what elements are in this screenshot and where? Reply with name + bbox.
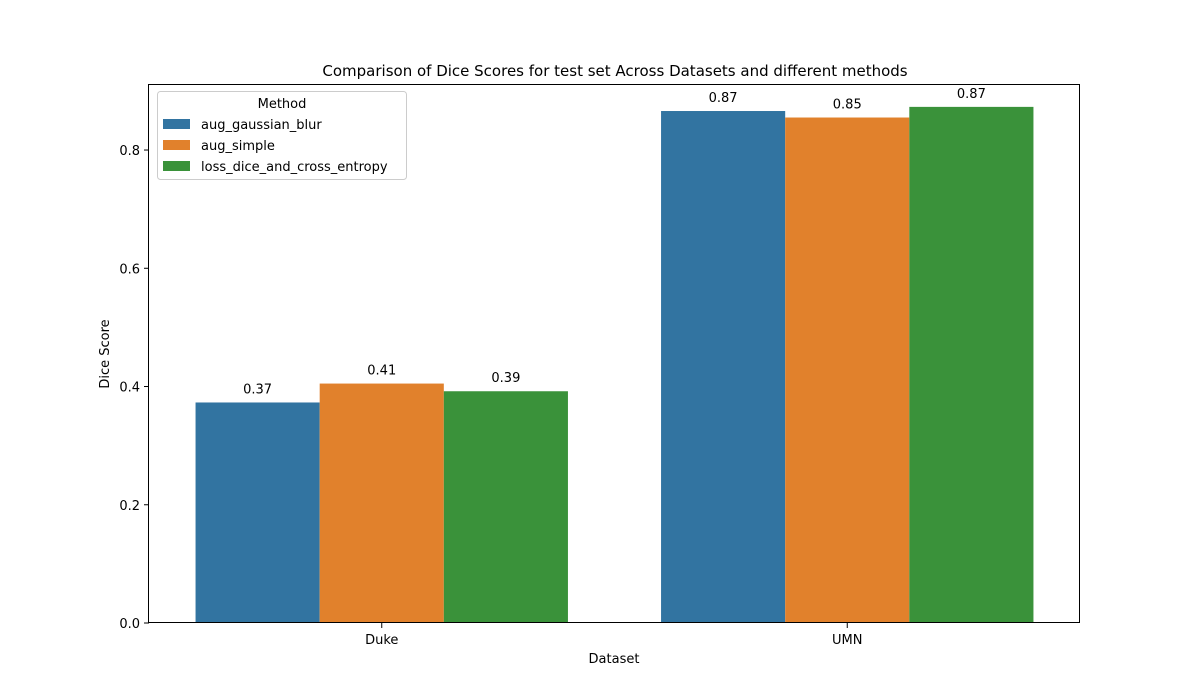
bar-value-label: 0.87 xyxy=(957,87,986,102)
legend-swatch-aug_simple xyxy=(163,140,190,150)
legend-box xyxy=(157,91,407,180)
bar-loss_dice_and_cross_entropy-duke xyxy=(443,391,568,623)
y-tick-label: 0.8 xyxy=(119,144,140,159)
y-tick-label: 0.2 xyxy=(119,499,140,514)
bar-aug_gaussian_blur-duke xyxy=(195,402,320,623)
legend-label-loss_dice_and_cross_entropy: loss_dice_and_cross_entropy xyxy=(201,160,388,175)
x-tick-label: Duke xyxy=(365,633,398,648)
y-axis-label: Dice Score xyxy=(98,319,113,388)
bar-loss_dice_and_cross_entropy-umn xyxy=(909,106,1034,623)
x-tick-label: UMN xyxy=(832,633,862,648)
x-axis-label: Dataset xyxy=(589,652,640,667)
y-tick-label: 0.6 xyxy=(119,262,140,277)
bar-value-label: 0.87 xyxy=(709,91,738,106)
legend-title: Method xyxy=(258,97,307,112)
y-axis: 0.0 0.2 0.4 0.6 0.8 xyxy=(119,144,149,632)
legend-label-aug_gaussian_blur: aug_gaussian_blur xyxy=(201,118,322,133)
legend-swatch-loss_dice_and_cross_entropy xyxy=(163,161,190,171)
plot-frame xyxy=(148,84,1080,623)
bar-aug_simple-duke xyxy=(319,383,444,623)
bars-group xyxy=(195,106,1034,624)
x-axis: Duke UMN xyxy=(365,623,862,648)
legend-label-aug_simple: aug_simple xyxy=(201,139,275,154)
y-tick-label: 0.4 xyxy=(119,381,140,396)
legend-swatch-aug_gaussian_blur xyxy=(163,119,190,129)
bar-aug_simple-umn xyxy=(785,117,910,624)
bar-value-label: 0.85 xyxy=(833,98,862,113)
chart-title: Comparison of Dice Scores for test set A… xyxy=(322,62,907,80)
bar-value-label: 0.37 xyxy=(243,382,272,397)
y-tick-label: 0.0 xyxy=(119,617,140,632)
bar-value-label: 0.39 xyxy=(491,371,520,386)
bar-aug_gaussian_blur-umn xyxy=(661,111,786,623)
bar-value-label: 0.41 xyxy=(367,364,396,379)
bar-labels-group: 0.37 0.41 0.39 0.87 0.85 0.87 xyxy=(243,87,986,398)
legend-items: aug_gaussian_blur aug_simple loss_dice_and… xyxy=(163,118,388,175)
legend: Method aug_gaussian_blur aug_simple loss_d… xyxy=(157,91,407,180)
